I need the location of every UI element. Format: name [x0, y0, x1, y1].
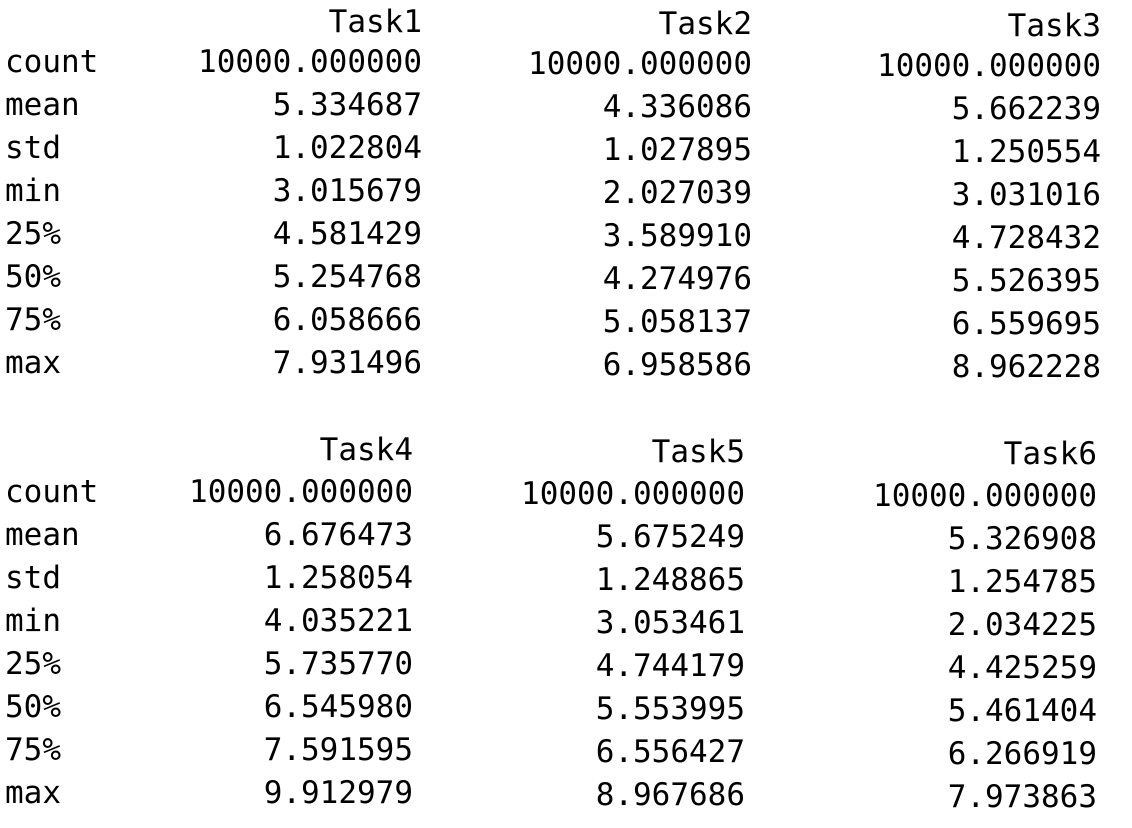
column-header: Task2 [658, 6, 752, 42]
row-label: mean [5, 517, 80, 553]
table-cell: 5.526395 [951, 263, 1101, 299]
row-label: std [5, 130, 61, 166]
table-cell: 5.662239 [951, 91, 1101, 127]
table-cell: 6.266919 [947, 736, 1097, 772]
table-cell: 4.274976 [602, 261, 752, 297]
table-cell: 7.591595 [263, 732, 413, 768]
table-cell: 5.334687 [272, 87, 422, 123]
table-cell: 1.254785 [947, 564, 1097, 600]
table-cell: 2.034225 [947, 607, 1097, 643]
table-cell: 5.675249 [595, 519, 745, 555]
table-cell: 6.958586 [602, 347, 752, 383]
table-cell: 2.027039 [602, 175, 752, 211]
table-cell: 6.545980 [263, 689, 413, 725]
table-cell: 4.336086 [602, 89, 752, 125]
table-cell: 8.962228 [951, 349, 1101, 385]
table-cell: 8.967686 [595, 777, 745, 813]
table-cell: 1.250554 [951, 134, 1101, 170]
table-cell: 5.058137 [602, 304, 752, 340]
table-cell: 5.553995 [595, 691, 745, 727]
table-cell: 4.728432 [951, 220, 1101, 256]
table-cell: 3.053461 [595, 605, 745, 641]
table-cell: 1.258054 [263, 560, 413, 596]
column-header: Task5 [651, 434, 745, 470]
row-label: max [5, 775, 61, 811]
table-cell: 7.973863 [947, 779, 1097, 815]
row-label: count [5, 474, 99, 510]
table-cell: 10000.000000 [528, 46, 752, 82]
table-cell: 5.254768 [272, 259, 422, 295]
table-cell: 10000.000000 [189, 474, 413, 510]
row-label: min [5, 173, 61, 209]
table-cell: 5.735770 [263, 646, 413, 682]
table-cell: 4.581429 [272, 216, 422, 252]
table-cell: 3.015679 [272, 173, 422, 209]
table-cell: 6.559695 [951, 306, 1101, 342]
table-cell: 6.058666 [272, 302, 422, 338]
row-label: 25% [5, 646, 61, 682]
table-cell: 10000.000000 [198, 44, 422, 80]
column-header: Task6 [1003, 436, 1097, 472]
table-cell: 5.461404 [947, 693, 1097, 729]
table-cell: 5.326908 [947, 521, 1097, 557]
table-cell: 4.425259 [947, 650, 1097, 686]
table-cell: 10000.000000 [521, 476, 745, 512]
table-cell: 7.931496 [272, 345, 422, 381]
table-cell: 1.248865 [595, 562, 745, 598]
row-label: 50% [5, 689, 61, 725]
table-cell: 10000.000000 [877, 48, 1101, 84]
table-cell: 4.744179 [595, 648, 745, 684]
table-cell: 6.556427 [595, 734, 745, 770]
table-cell: 1.027895 [602, 132, 752, 168]
row-label: 25% [5, 216, 61, 252]
row-label: 75% [5, 302, 61, 338]
row-label: max [5, 345, 61, 381]
table-cell: 6.676473 [263, 517, 413, 553]
column-header: Task1 [328, 4, 422, 40]
row-label: min [5, 603, 61, 639]
row-label: mean [5, 87, 80, 123]
column-header: Task3 [1007, 8, 1101, 44]
table-cell: 1.022804 [272, 130, 422, 166]
table-cell: 9.912979 [263, 775, 413, 811]
row-label: 50% [5, 259, 61, 295]
table-cell: 3.589910 [602, 218, 752, 254]
row-label: std [5, 560, 61, 596]
row-label: 75% [5, 732, 61, 768]
row-label: count [5, 44, 99, 80]
table-cell: 3.031016 [951, 177, 1101, 213]
column-header: Task4 [319, 432, 413, 468]
table-cell: 10000.000000 [873, 478, 1097, 514]
table-cell: 4.035221 [263, 603, 413, 639]
